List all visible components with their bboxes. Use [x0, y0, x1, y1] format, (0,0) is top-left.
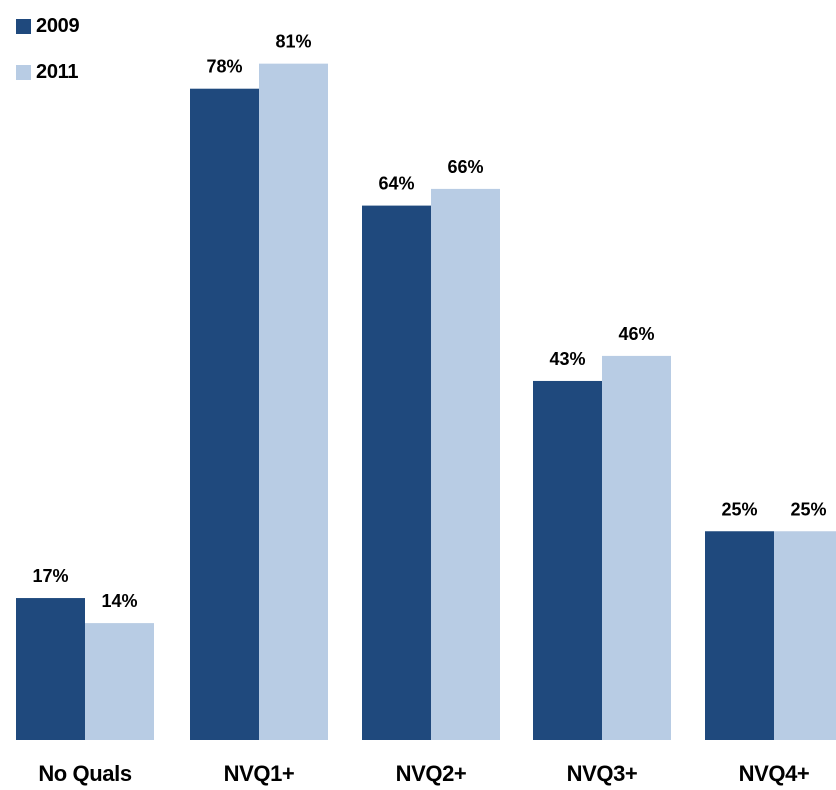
legend-item-2009: 2009: [16, 14, 80, 38]
category-label-no-quals: No Quals: [38, 761, 132, 786]
bar-2011-nvq1: [259, 63, 328, 740]
category-label-nvq2: NVQ2+: [396, 761, 467, 786]
legend-item-2011: 2011: [16, 60, 79, 84]
data-label-2011-nvq2: 66%: [447, 157, 483, 177]
category-label-nvq3: NVQ3+: [567, 761, 638, 786]
bar-2011-nvq2: [431, 188, 500, 740]
data-label-2011-nvq4: 25%: [790, 499, 826, 519]
bar-2011-nvq4: [774, 531, 836, 740]
data-label-2009-nvq1: 78%: [206, 57, 242, 77]
legend-swatch-2009: [16, 18, 31, 34]
bar-2009-nvq3: [533, 380, 602, 740]
bar-2009-no-quals: [16, 598, 85, 740]
data-label-2011-no-quals: 14%: [101, 591, 137, 611]
bar-2011-no-quals: [85, 623, 154, 740]
data-label-2009-no-quals: 17%: [32, 566, 68, 586]
data-label-2009-nvq3: 43%: [549, 349, 585, 369]
data-label-2009-nvq4: 25%: [721, 499, 757, 519]
bar-2009-nvq1: [190, 88, 259, 740]
category-label-nvq4: NVQ4+: [739, 761, 810, 786]
legend-swatch-2011: [16, 64, 31, 80]
bar-2011-nvq3: [602, 355, 671, 740]
data-label-2011-nvq1: 81%: [275, 32, 311, 52]
bar-2009-nvq4: [705, 531, 774, 740]
bar-2009-nvq2: [362, 205, 431, 741]
legend-label-2011: 2011: [36, 60, 79, 83]
legend-label-2009: 2009: [36, 14, 80, 37]
category-label-nvq1: NVQ1+: [224, 761, 295, 786]
data-label-2009-nvq2: 64%: [378, 174, 414, 194]
data-label-2011-nvq3: 46%: [618, 324, 654, 344]
